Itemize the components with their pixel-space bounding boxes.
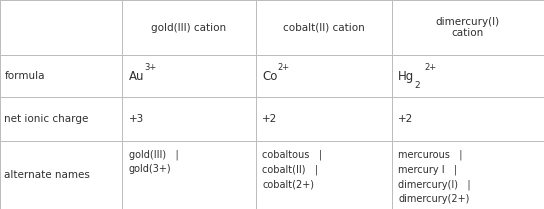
Text: Au: Au <box>129 70 144 83</box>
Text: +2: +2 <box>398 114 413 124</box>
Text: Co: Co <box>262 70 277 83</box>
Text: alternate names: alternate names <box>4 170 90 180</box>
Text: mercurous   |
mercury I   |
dimercury(I)   |
dimercury(2+): mercurous | mercury I | dimercury(I) | d… <box>398 149 471 204</box>
Text: 3+: 3+ <box>144 63 157 73</box>
Text: Hg: Hg <box>398 70 415 83</box>
Text: gold(III)   |
gold(3+): gold(III) | gold(3+) <box>129 149 178 174</box>
Text: cobalt(II) cation: cobalt(II) cation <box>283 23 364 33</box>
Text: 2+: 2+ <box>277 63 290 73</box>
Text: cobaltous   |
cobalt(II)   |
cobalt(2+): cobaltous | cobalt(II) | cobalt(2+) <box>262 149 322 189</box>
Text: +2: +2 <box>262 114 277 124</box>
Text: 2+: 2+ <box>424 63 436 73</box>
Text: dimercury(I)
cation: dimercury(I) cation <box>436 17 500 38</box>
Text: 2: 2 <box>415 81 420 90</box>
Text: +3: +3 <box>129 114 144 124</box>
Text: net ionic charge: net ionic charge <box>4 114 89 124</box>
Text: formula: formula <box>4 71 45 81</box>
Text: gold(III) cation: gold(III) cation <box>151 23 227 33</box>
